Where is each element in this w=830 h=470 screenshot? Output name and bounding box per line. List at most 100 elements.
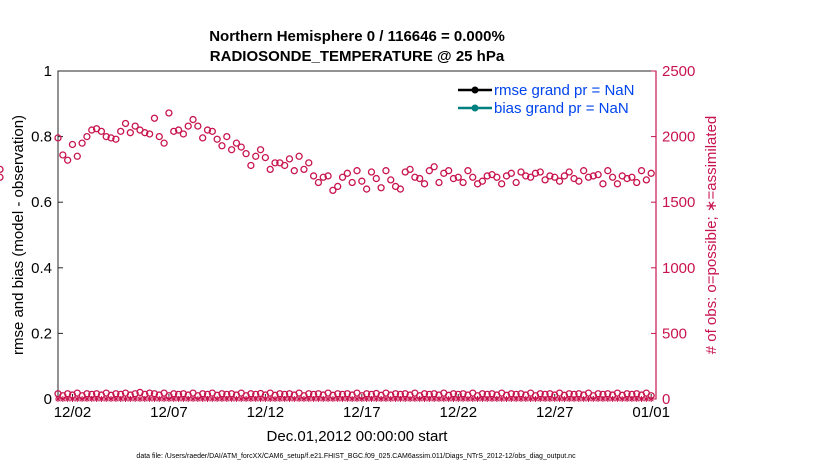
chart-title: Northern Hemisphere 0 / 116646 = 0.000% bbox=[209, 28, 505, 45]
possible-obs-point bbox=[300, 165, 308, 174]
assimilated-obs-point bbox=[595, 396, 602, 402]
assimilated-obs-point bbox=[310, 396, 317, 402]
legend-rmse-label: rmse grand pr = NaN bbox=[494, 82, 634, 99]
assimilated-obs-point bbox=[93, 396, 100, 402]
possible-obs-point bbox=[498, 180, 506, 188]
possible-obs-point bbox=[150, 114, 159, 122]
possible-obs-point bbox=[469, 173, 477, 181]
possible-obs-point bbox=[165, 109, 173, 117]
possible-obs-point bbox=[141, 129, 149, 137]
assimilated-obs-point bbox=[440, 396, 447, 402]
assimilated-obs-point bbox=[416, 396, 423, 402]
possible-obs-point bbox=[309, 172, 318, 180]
right-tick-label: 500 bbox=[662, 325, 687, 342]
possible-obs-point bbox=[464, 167, 472, 175]
right-tick-label: 0 bbox=[662, 391, 670, 408]
possible-obs-point bbox=[623, 174, 631, 183]
possible-obs-point bbox=[73, 152, 81, 160]
possible-obs-point bbox=[580, 167, 588, 175]
possible-obs-point bbox=[285, 155, 294, 163]
assimilated-obs-point bbox=[373, 396, 380, 402]
left-axis: 0 0.2 0.4 0.6 0.8 1 bbox=[31, 63, 63, 408]
possible-obs-point bbox=[189, 115, 197, 124]
possible-obs-point bbox=[78, 139, 86, 147]
possible-obs-point bbox=[608, 173, 617, 181]
possible-obs-point bbox=[348, 178, 356, 187]
possible-obs-point bbox=[536, 168, 544, 176]
assimilated-obs-point bbox=[165, 396, 172, 402]
possible-obs-point bbox=[160, 139, 168, 147]
assimilated-obs-point bbox=[180, 396, 187, 402]
assimilated-obs-point bbox=[469, 396, 476, 402]
possible-obs-point bbox=[256, 146, 265, 154]
possible-obs-point bbox=[628, 173, 636, 181]
possible-obs-point bbox=[343, 169, 352, 177]
assimilated-obs-point bbox=[648, 396, 655, 402]
possible-obs-point bbox=[565, 168, 573, 176]
possible-obs-point bbox=[83, 132, 91, 141]
possible-obs-point bbox=[227, 146, 236, 154]
possible-obs-point bbox=[483, 172, 491, 180]
assimilated-obs-point bbox=[83, 396, 90, 402]
assimilated-obs-point bbox=[402, 396, 409, 402]
x-tick-label: 12/22 bbox=[440, 404, 478, 421]
possible-obs-point bbox=[377, 184, 385, 192]
possible-obs-point bbox=[531, 169, 540, 177]
possible-obs-point bbox=[0, 173, 4, 181]
possible-obs-point bbox=[199, 134, 207, 142]
possible-obs-point bbox=[353, 167, 361, 175]
possible-obs-point bbox=[387, 176, 395, 184]
x-tick-label: 12/02 bbox=[54, 404, 92, 421]
possible-obs-point bbox=[179, 130, 188, 138]
possible-obs-point bbox=[271, 159, 279, 167]
possible-obs-point bbox=[319, 173, 327, 181]
possible-obs-point bbox=[97, 127, 106, 136]
possible-obs-point bbox=[252, 152, 260, 160]
possible-obs-point bbox=[555, 177, 564, 185]
assimilated-obs-point bbox=[489, 396, 496, 402]
possible-obs-point bbox=[324, 172, 332, 180]
legend-rmse-marker bbox=[471, 86, 479, 94]
possible-obs-point bbox=[242, 150, 250, 158]
possible-obs-point bbox=[420, 180, 429, 188]
assimilated-obs-point bbox=[117, 396, 124, 402]
x-tick-label: 12/17 bbox=[343, 404, 381, 421]
assimilated-obs-point bbox=[546, 396, 553, 402]
possible-obs-point bbox=[281, 161, 289, 170]
possible-obs-point bbox=[406, 165, 414, 174]
possible-obs-point bbox=[430, 163, 438, 171]
possible-obs-point bbox=[305, 159, 313, 167]
possible-obs-point bbox=[613, 180, 622, 188]
left-tick-label: 0.6 bbox=[31, 194, 52, 211]
possible-obs-point bbox=[266, 165, 274, 174]
possible-obs-point bbox=[63, 156, 72, 164]
possible-obs-point bbox=[290, 167, 298, 175]
possible-obs-point bbox=[170, 127, 178, 136]
assimilated-obs-point bbox=[209, 396, 216, 402]
x-axis-label: Dec.01,2012 00:00:00 start bbox=[267, 428, 449, 445]
possible-obs-point bbox=[295, 152, 303, 160]
x-tick-label: 12/07 bbox=[150, 404, 188, 421]
right-tick-label: 1500 bbox=[662, 194, 695, 211]
possible-obs-point bbox=[411, 173, 419, 181]
right-tick-label: 2500 bbox=[662, 63, 695, 80]
possible-obs-point bbox=[107, 134, 115, 142]
possible-obs-point bbox=[203, 126, 212, 134]
x-tick-label: 12/12 bbox=[247, 404, 285, 421]
possible-obs-point bbox=[512, 178, 520, 187]
possible-obs-point bbox=[334, 182, 342, 191]
assimilated-obs-point bbox=[571, 396, 578, 402]
assimilated-obs-point bbox=[132, 396, 139, 402]
possible-obs-point bbox=[382, 167, 390, 175]
possible-obs-point bbox=[117, 127, 125, 136]
possible-obs-point bbox=[338, 173, 347, 181]
possible-obs-point bbox=[145, 130, 154, 138]
possible-obs-point bbox=[575, 177, 583, 185]
assimilated-obs-point bbox=[566, 396, 573, 402]
possible-obs-point bbox=[416, 174, 424, 183]
possible-obs-point bbox=[102, 132, 110, 141]
possible-obs-point bbox=[444, 167, 453, 175]
left-tick-label: 0.4 bbox=[31, 260, 52, 277]
possible-obs-point bbox=[237, 143, 245, 151]
data-file-footer: data file: /Users/raeder/DAI/ATM_forcXX/… bbox=[136, 453, 576, 460]
